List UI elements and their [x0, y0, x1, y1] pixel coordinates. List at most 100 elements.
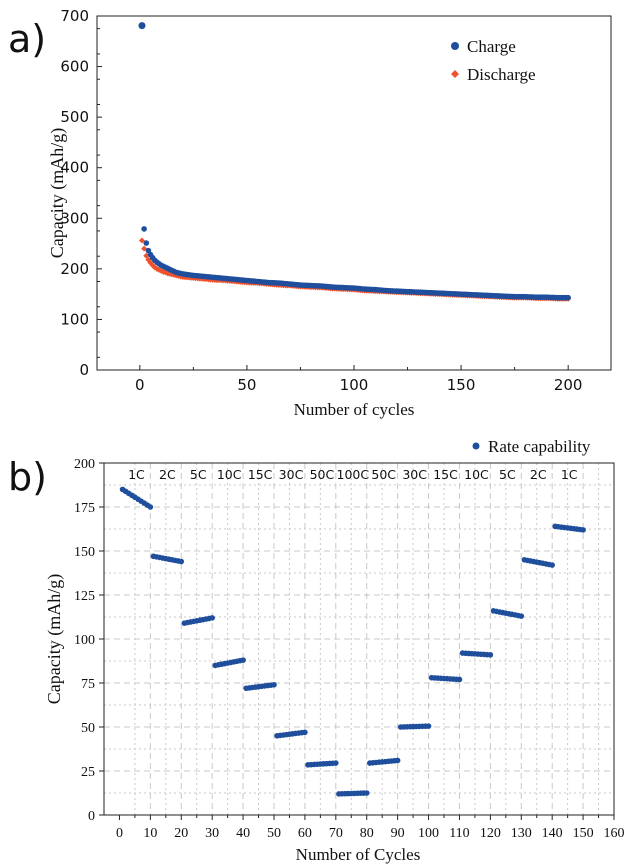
panel-b-rate-capability: b) 0 10 20 30 40 50 60 70 80 90 100 110 120 130 140 150…: [8, 437, 625, 864]
rate-point: [363, 790, 370, 796]
panel-a-x-tick-label: 200: [554, 376, 583, 394]
panel-a-label: a): [8, 17, 46, 61]
panel-b-y-axis-label: Capacity (mAh/g): [44, 574, 65, 704]
rate-point: [240, 657, 246, 663]
panel-a-x-tick-label: 0: [135, 376, 145, 394]
panel-b-x-tick-label: 140: [542, 826, 563, 841]
rate-label: 15C: [248, 467, 273, 482]
rate-label: 15C: [433, 467, 458, 482]
panel-a-legend: Charge Discharge: [451, 37, 536, 84]
rate-point: [425, 723, 432, 729]
panel-a-y-tick-label: 400: [60, 159, 89, 177]
panel-a-y-axis-label: Capacity (mAh/g): [47, 128, 68, 258]
legend-discharge-label: Discharge: [467, 65, 536, 84]
panel-b-x-tick-label: 110: [449, 826, 469, 841]
panel-b-y-tick-label: 100: [74, 633, 95, 648]
panel-b-y-tick-label: 200: [74, 457, 95, 472]
panel-b-y-tick-label: 25: [81, 765, 95, 780]
panel-a-x-tick-label: 50: [237, 376, 256, 394]
charge-point: [141, 226, 147, 232]
rate-label: 2C: [159, 467, 176, 482]
panel-a-x-axis-label: Number of cycles: [294, 400, 415, 419]
rate-label: 1C: [561, 467, 578, 482]
rate-point: [147, 504, 154, 510]
panel-a-plot-frame: [96, 15, 612, 371]
panel-b-x-tick-label: 80: [360, 826, 374, 841]
panel-a-y-tick-label: 300: [60, 209, 89, 227]
panel-a-x-tick-label: 150: [447, 376, 476, 394]
panel-a-points: [138, 22, 572, 302]
panel-b-x-tick-label: 100: [418, 826, 439, 841]
rate-point: [302, 729, 308, 736]
rate-label: 5C: [190, 467, 207, 482]
panel-b-plot-frame: [103, 462, 615, 816]
panel-b-x-tick-label: 120: [480, 826, 501, 841]
panel-b-x-tick-label: 130: [511, 826, 532, 841]
panel-b-y-tick-label: 175: [74, 501, 95, 516]
panel-a-y-tick-label: 0: [79, 361, 89, 379]
panel-b-x-tick-label: 10: [143, 826, 157, 841]
legend-rate-marker: [472, 442, 480, 450]
rate-point: [209, 615, 215, 621]
panel-b-y-tick-label: 0: [88, 809, 95, 824]
rate-label: 30C: [279, 467, 304, 482]
panel-b-x-tick-label: 30: [205, 826, 219, 841]
rate-point: [580, 527, 586, 533]
panel-b-rate-labels: 1C 2C 5C 10C 15C 30C 50C 100C 50C 30C 15C 10C 5C 2C 1C: [128, 467, 578, 482]
discharge-point: [138, 237, 145, 244]
panel-b-x-tick-label: 60: [298, 826, 312, 841]
rate-label: 50C: [371, 467, 396, 482]
legend-charge-marker: [451, 42, 459, 50]
panel-b-x-tick-label: 0: [116, 826, 123, 841]
legend-charge-label: Charge: [467, 37, 516, 56]
rate-point: [549, 562, 555, 568]
panel-b-y-tick-label: 125: [74, 589, 95, 604]
charge-point: [143, 240, 150, 246]
rate-label: 100C: [337, 467, 370, 482]
panel-b-y-tick-label: 150: [74, 545, 95, 560]
panel-a-y-tick-label: 700: [60, 7, 89, 25]
rate-point: [487, 652, 494, 658]
legend-discharge-marker: [451, 70, 459, 78]
rate-point: [333, 760, 339, 766]
panel-b-x-tick-label: 40: [236, 826, 250, 841]
panel-b-x-tick-label: 20: [174, 826, 188, 841]
legend-rate-label: Rate capability: [488, 437, 591, 456]
discharge-point: [143, 252, 150, 259]
rate-point: [518, 613, 525, 619]
panel-b-x-tick-label: 150: [573, 826, 594, 841]
rate-label: 10C: [464, 467, 489, 482]
rate-point: [456, 676, 463, 683]
panel-b-legend: Rate capability: [472, 437, 591, 456]
panel-b-y-tick-label: 50: [81, 721, 95, 736]
rate-label: 30C: [402, 467, 427, 482]
panel-b-x-tick-label: 70: [329, 826, 343, 841]
panel-a-y-tick-label: 200: [60, 260, 89, 278]
panel-b-x-tick-label: 160: [604, 826, 625, 841]
panel-a-y-tick-label: 600: [60, 58, 89, 76]
panel-b-label: b): [8, 455, 47, 499]
panel-a-y-tick-label: 500: [60, 108, 89, 126]
rate-label: 5C: [499, 467, 516, 482]
panel-a-y-tick-label: 100: [60, 310, 89, 328]
panel-b-x-tick-label: 90: [391, 826, 405, 841]
rate-label: 50C: [310, 467, 335, 482]
panel-a-capacity-vs-cycles: a) 0 50 100 150 200 0 100 200 300 400 500 600 700 Nu…: [8, 7, 612, 419]
panel-b-points: [119, 486, 586, 797]
panel-b-grid: [104, 463, 614, 815]
charge-point: [138, 22, 146, 30]
rate-point: [271, 681, 277, 688]
rate-label: 2C: [530, 467, 547, 482]
rate-point: [178, 558, 185, 565]
panel-b-x-axis-label: Number of Cycles: [296, 845, 421, 864]
discharge-point: [141, 245, 148, 252]
charge-point: [565, 294, 571, 301]
panel-a-x-tick-label: 100: [340, 376, 369, 394]
rate-point: [394, 757, 401, 764]
panel-a-ticks: 0 50 100 150 200 0 100 200 300 400 500 600 700: [60, 7, 582, 394]
rate-label: 1C: [128, 467, 145, 482]
panel-b-y-tick-label: 75: [81, 677, 95, 692]
panel-b-x-tick-label: 50: [267, 826, 281, 841]
rate-label: 10C: [217, 467, 242, 482]
